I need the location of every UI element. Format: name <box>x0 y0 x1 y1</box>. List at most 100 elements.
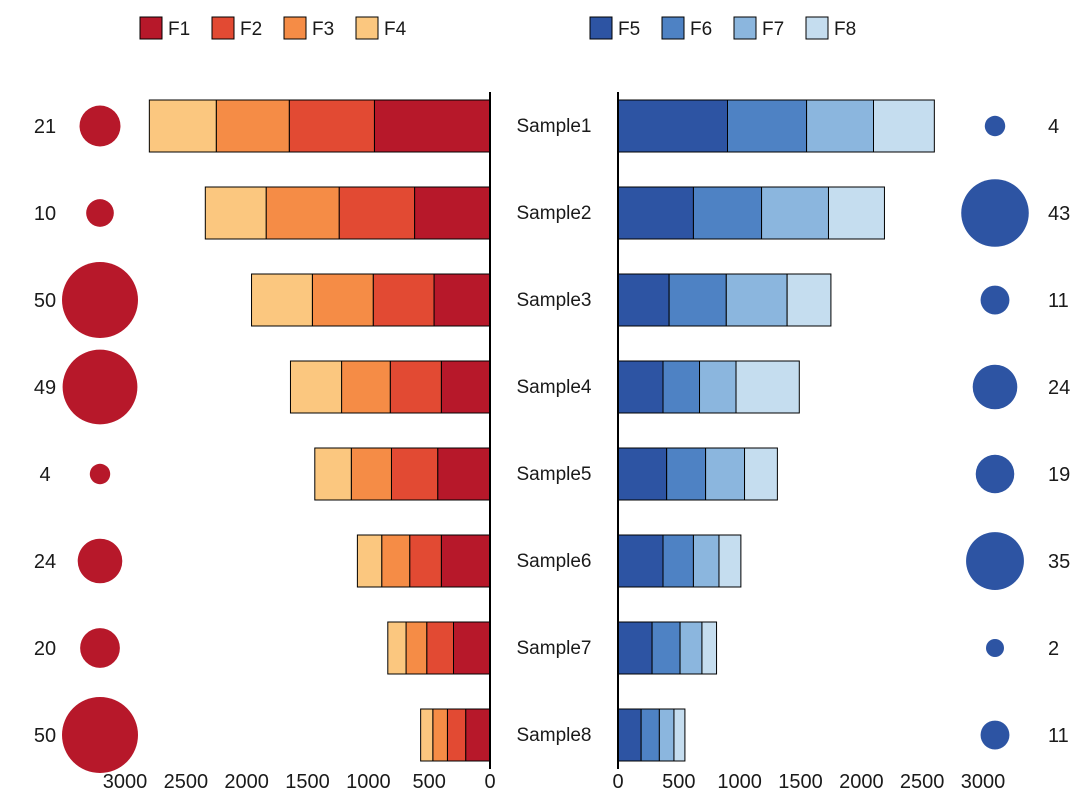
bubble-right-value-sample3: 11 <box>1048 290 1069 312</box>
bar-left-sample6-f2 <box>410 535 442 587</box>
axis-tick-right-2000: 2000 <box>839 771 884 793</box>
axis-tick-left-2000: 2000 <box>224 771 269 793</box>
bar-left-sample4-f4 <box>290 361 341 413</box>
bubble-left-sample3 <box>62 262 138 338</box>
row-label-sample8: Sample8 <box>517 725 592 746</box>
bar-right-sample6-f6 <box>663 535 693 587</box>
legend-swatch-f2 <box>212 17 234 39</box>
legend-swatch-f4 <box>356 17 378 39</box>
bar-left-sample5-f4 <box>315 448 352 500</box>
bubble-right-sample7 <box>986 639 1004 657</box>
bar-left-sample8-f2 <box>447 709 465 761</box>
bar-left-sample8-f1 <box>466 709 490 761</box>
bar-left-sample2-f2 <box>339 187 414 239</box>
axis-tick-right-1500: 1500 <box>778 771 823 793</box>
legend-label-f1: F1 <box>168 19 190 40</box>
row-label-sample4: Sample4 <box>517 377 592 398</box>
bubble-left-value-sample8: 50 <box>34 725 56 747</box>
bar-left-sample5-f3 <box>351 448 391 500</box>
bar-right-sample2-f6 <box>693 187 761 239</box>
legend-label-f4: F4 <box>384 19 407 40</box>
bar-right-sample8-f5 <box>618 709 641 761</box>
bubble-left-sample2 <box>86 199 114 227</box>
bar-left-sample2-f4 <box>205 187 266 239</box>
bar-left-sample7-f2 <box>427 622 454 674</box>
axis-tick-right-3000: 3000 <box>961 771 1006 793</box>
axis-tick-right-500: 500 <box>662 771 695 793</box>
bar-left-sample3-f4 <box>252 274 313 326</box>
bubble-right-sample3 <box>981 286 1010 315</box>
bubble-left-value-sample3: 50 <box>34 290 56 312</box>
bar-right-sample4-f6 <box>663 361 700 413</box>
bar-right-sample7-f5 <box>618 622 652 674</box>
bar-left-sample8-f3 <box>433 709 448 761</box>
bidirectional-bubble-bar-chart: F1F2F3F4F5F6F7F8Sample1214Sample21043Sam… <box>0 0 1080 809</box>
bubble-right-sample2 <box>961 179 1029 247</box>
bar-right-sample1-f6 <box>728 100 807 152</box>
bar-right-sample3-f6 <box>669 274 726 326</box>
bar-left-sample3-f2 <box>373 274 434 326</box>
bar-right-sample2-f7 <box>762 187 829 239</box>
bubble-right-sample5 <box>976 455 1015 494</box>
axis-tick-left-1000: 1000 <box>346 771 391 793</box>
bar-left-sample3-f3 <box>312 274 373 326</box>
bubble-left-sample1 <box>80 106 121 147</box>
bar-right-sample5-f5 <box>618 448 667 500</box>
bar-left-sample6-f4 <box>357 535 381 587</box>
row-label-sample3: Sample3 <box>517 290 592 311</box>
axis-tick-left-500: 500 <box>412 771 445 793</box>
bar-right-sample8-f8 <box>674 709 685 761</box>
bar-right-sample5-f7 <box>706 448 745 500</box>
bar-right-sample4-f8 <box>736 361 799 413</box>
bubble-left-sample6 <box>78 539 123 584</box>
legend-label-f6: F6 <box>690 19 712 40</box>
bar-right-sample2-f5 <box>618 187 693 239</box>
axis-tick-right-1000: 1000 <box>717 771 762 793</box>
bar-left-sample4-f2 <box>390 361 441 413</box>
legend-label-f5: F5 <box>618 19 640 40</box>
bar-right-sample1-f8 <box>874 100 935 152</box>
row-label-sample2: Sample2 <box>517 203 592 224</box>
bar-left-sample5-f2 <box>391 448 437 500</box>
bar-right-sample4-f7 <box>700 361 737 413</box>
bar-left-sample8-f4 <box>421 709 433 761</box>
legend-swatch-f5 <box>590 17 612 39</box>
bar-left-sample1-f3 <box>216 100 289 152</box>
bar-left-sample1-f2 <box>289 100 374 152</box>
bar-left-sample5-f1 <box>438 448 490 500</box>
bubble-left-sample8 <box>62 697 138 773</box>
row-label-sample6: Sample6 <box>517 551 592 572</box>
bar-left-sample4-f3 <box>342 361 391 413</box>
bar-left-sample3-f1 <box>434 274 490 326</box>
row-label-sample1: Sample1 <box>517 116 592 137</box>
row-label-sample7: Sample7 <box>517 638 592 659</box>
bar-right-sample4-f5 <box>618 361 663 413</box>
bar-right-sample3-f8 <box>787 274 831 326</box>
row-label-sample5: Sample5 <box>517 464 592 485</box>
bar-right-sample6-f7 <box>693 535 719 587</box>
bubble-right-value-sample1: 4 <box>1048 116 1059 138</box>
bar-right-sample2-f8 <box>828 187 884 239</box>
bar-right-sample8-f6 <box>641 709 659 761</box>
bubble-right-sample1 <box>985 116 1005 136</box>
bar-right-sample5-f8 <box>745 448 778 500</box>
bubble-right-value-sample4: 24 <box>1048 377 1070 399</box>
bubble-right-value-sample6: 35 <box>1048 551 1070 573</box>
bar-left-sample7-f1 <box>454 622 491 674</box>
legend-swatch-f1 <box>140 17 162 39</box>
bar-right-sample6-f8 <box>719 535 741 587</box>
bubble-right-value-sample2: 43 <box>1048 203 1070 225</box>
bubble-left-value-sample2: 10 <box>34 203 56 225</box>
bubble-left-value-sample6: 24 <box>34 551 56 573</box>
bar-right-sample7-f6 <box>652 622 680 674</box>
legend-label-f8: F8 <box>834 19 856 40</box>
legend-label-f7: F7 <box>762 19 784 40</box>
bar-right-sample1-f7 <box>807 100 874 152</box>
bar-left-sample7-f4 <box>388 622 406 674</box>
legend-swatch-f8 <box>806 17 828 39</box>
legend-label-f3: F3 <box>312 19 334 40</box>
legend-swatch-f7 <box>734 17 756 39</box>
axis-tick-left-2500: 2500 <box>164 771 209 793</box>
bar-right-sample7-f7 <box>680 622 702 674</box>
bar-right-sample6-f5 <box>618 535 663 587</box>
